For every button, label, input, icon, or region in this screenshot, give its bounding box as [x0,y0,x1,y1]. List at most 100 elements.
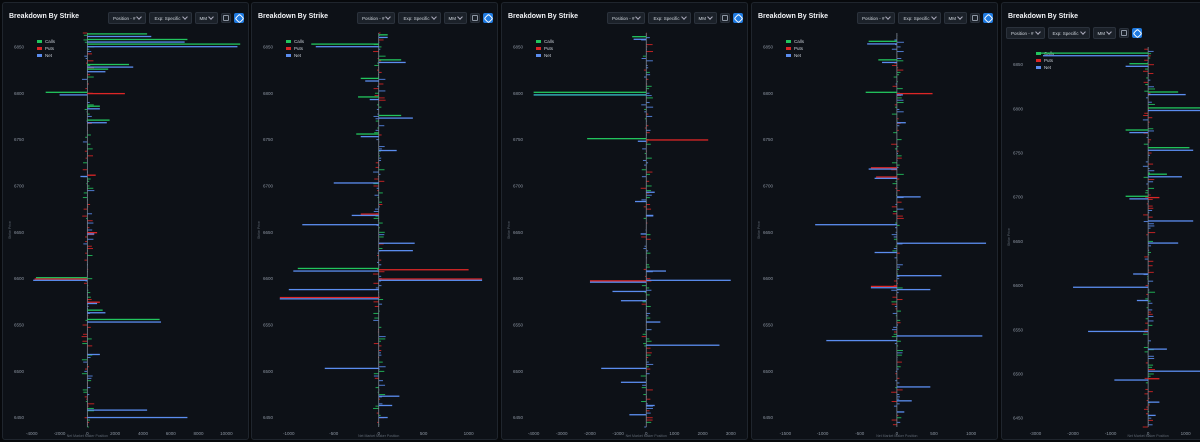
bar-minor [378,350,382,352]
bar-net [378,36,388,39]
expand-button[interactable] [221,13,231,23]
y-tick-label: 6500 [263,369,274,374]
legend-item-net[interactable]: Net [786,52,804,59]
expand-button[interactable] [470,13,480,23]
legend-item-puts[interactable]: Puts [1036,57,1054,64]
bar-net [646,344,720,346]
bar-net [1129,198,1149,200]
expiration-dropdown[interactable]: Exp: Specific [898,12,941,24]
expand-button[interactable] [720,13,730,23]
bar-minor [643,217,647,219]
legend-item-net[interactable]: Net [286,52,304,59]
mm-dropdown[interactable]: MM [943,12,967,24]
bar-minor [374,377,379,379]
bar-puts [87,232,98,234]
bar-minor [641,104,647,106]
y-tick-label: 6500 [1013,371,1024,376]
bar-net [87,233,95,235]
expiration-dropdown[interactable]: Exp: Specific [398,12,441,24]
position-dropdown[interactable]: Position - # [606,12,646,24]
position-dropdown[interactable]: Position - # [1006,27,1045,39]
bar-net [1148,93,1186,96]
bar-minor [87,238,94,240]
bar-minor [373,312,379,314]
bar-minor [378,60,382,62]
bar-minor [646,412,651,414]
link-button[interactable] [733,13,743,23]
legend-item-net[interactable]: Net [1036,64,1054,71]
bar-net [293,270,379,272]
expiration-dropdown[interactable]: Exp: Specific [1047,27,1090,39]
panel-header: Breakdown By Strike Position - # Exp: Spec… [252,3,497,33]
bar-net [279,298,379,300]
link-button[interactable] [483,13,493,23]
bar-minor [1146,406,1149,408]
bar-minor [893,326,897,328]
legend-item-puts[interactable]: Puts [286,45,304,52]
bar-minor [646,363,654,365]
bar-minor [646,398,651,400]
legend-item-calls[interactable]: Calls [536,38,554,45]
bar-minor [896,194,897,196]
bar-minor [377,57,379,59]
bar-puts [1148,196,1160,199]
position-dropdown-label: Position - # [112,15,136,21]
bar-net [333,182,379,184]
position-dropdown[interactable]: Position - # [107,12,147,24]
bar-minor [87,204,91,206]
expand-button[interactable] [970,13,980,23]
legend-item-puts[interactable]: Puts [536,45,554,52]
mm-dropdown[interactable]: MM [1092,27,1117,39]
bar-minor [378,264,382,266]
mm-dropdown[interactable]: MM [443,12,467,24]
bar-calls [1148,107,1200,109]
bar-minor [1148,302,1153,304]
bar-net [324,367,379,370]
position-dropdown[interactable]: Position - # [356,12,396,24]
x-tick-label: 500 [420,431,428,436]
legend-item-net[interactable]: Net [536,52,554,59]
bar-minor [85,319,88,321]
bar-minor [896,282,898,284]
legend-item-calls[interactable]: Calls [786,38,804,45]
chart-panel: Breakdown By Strike Position - # Exp: Spec… [2,2,249,440]
bar-minor [86,120,88,122]
bar-minor [375,215,379,217]
link-button[interactable] [1132,28,1143,38]
bar-minor [643,69,647,71]
expiration-dropdown[interactable]: Exp: Specific [648,12,691,24]
expand-button[interactable] [1119,28,1130,38]
bar-net [870,287,897,289]
bar-minor [891,329,897,331]
legend-item-puts[interactable]: Puts [37,45,55,52]
mm-dropdown[interactable]: MM [194,12,218,24]
expiration-dropdown[interactable]: Exp: Specific [149,12,192,24]
bar-minor [646,421,652,423]
bar-minor [896,102,904,104]
bar-puts [279,296,379,299]
legend-swatch [536,47,541,50]
bar-minor [376,69,379,71]
bar-calls [878,59,897,61]
bar-minor [1148,216,1153,218]
bar-minor [893,333,897,335]
bar-minor [1143,214,1149,216]
bar-minor [87,289,89,291]
link-button[interactable] [983,13,993,23]
mm-dropdown[interactable]: MM [693,12,717,24]
legend-item-puts[interactable]: Puts [786,45,804,52]
bar-calls [87,318,160,321]
bar-minor [1148,411,1150,413]
bar-minor [895,315,897,317]
x-tick-label: -1000 [612,431,624,436]
link-button[interactable] [234,13,244,23]
bar-minor [646,417,653,419]
chart-panel: Breakdown By Strike Position - # Exp: Spec… [501,2,748,440]
bar-minor [895,231,897,233]
legend-item-net[interactable]: Net [37,52,55,59]
legend-item-calls[interactable]: Calls [286,38,304,45]
legend-item-calls[interactable]: Calls [37,38,55,45]
bar-minor [646,410,650,412]
position-dropdown[interactable]: Position - # [856,12,896,24]
bar-minor [378,275,382,277]
